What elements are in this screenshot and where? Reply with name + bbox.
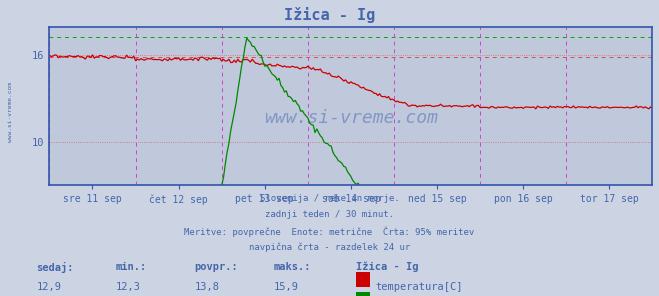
Text: sedaj:: sedaj: [36,262,74,273]
Text: 15,9: 15,9 [273,282,299,292]
Text: zadnji teden / 30 minut.: zadnji teden / 30 minut. [265,210,394,219]
Text: Ižica - Ig: Ižica - Ig [284,7,375,23]
Text: 13,8: 13,8 [194,282,219,292]
Text: Slovenija / reke in morje.: Slovenija / reke in morje. [260,194,399,203]
Text: Ižica - Ig: Ižica - Ig [356,262,418,272]
Text: povpr.:: povpr.: [194,262,238,272]
Text: min.:: min.: [115,262,146,272]
Text: maks.:: maks.: [273,262,311,272]
Text: 12,9: 12,9 [36,282,61,292]
Text: temperatura[C]: temperatura[C] [376,282,463,292]
Text: Meritve: povprečne  Enote: metrične  Črta: 95% meritev: Meritve: povprečne Enote: metrične Črta:… [185,226,474,237]
Text: www.si-vreme.com: www.si-vreme.com [264,110,438,128]
Text: www.si-vreme.com: www.si-vreme.com [8,83,13,142]
Text: 12,3: 12,3 [115,282,140,292]
Text: navpična črta - razdelek 24 ur: navpična črta - razdelek 24 ur [249,243,410,252]
